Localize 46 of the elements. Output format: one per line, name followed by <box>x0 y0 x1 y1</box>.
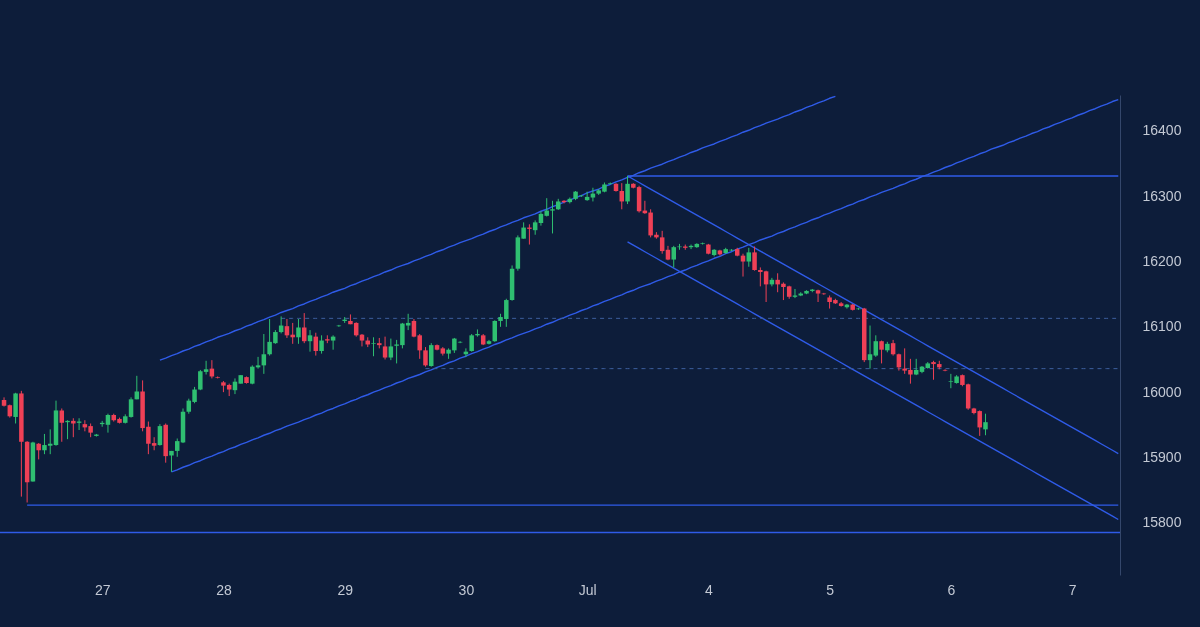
y-tick-label: 16100 <box>1142 318 1182 335</box>
candlestick <box>867 325 873 370</box>
candlestick <box>319 334 324 355</box>
candlestick <box>307 329 313 353</box>
candlestick <box>752 246 757 272</box>
x-tick-label: 6 <box>947 581 956 598</box>
candlestick <box>13 392 18 424</box>
candlestick <box>942 368 948 372</box>
candlestick <box>59 407 65 443</box>
y-tick-label: 16200 <box>1142 253 1182 270</box>
candlestick <box>105 413 111 434</box>
x-tick-label: 30 <box>458 581 475 598</box>
y-tick-label: 16300 <box>1142 187 1182 204</box>
x-tick-label: 7 <box>1068 581 1077 598</box>
candlestick <box>775 272 780 293</box>
y-tick-label: 15800 <box>1142 514 1182 531</box>
candlestick <box>429 342 434 368</box>
x-tick-label: 4 <box>704 581 713 598</box>
candlestick <box>873 334 879 358</box>
candlestick <box>423 346 428 368</box>
candlestick <box>382 336 388 360</box>
candlestick <box>671 245 676 268</box>
candlestick <box>659 230 665 255</box>
y-tick-label: 15900 <box>1142 448 1182 465</box>
x-tick-label: Jul <box>578 581 597 598</box>
candlestick <box>931 360 936 381</box>
x-tick-label: 29 <box>337 581 354 598</box>
candlestick <box>388 338 394 361</box>
candlestick <box>746 247 752 268</box>
candlestick <box>648 208 653 238</box>
candlestick <box>371 336 376 357</box>
x-tick-label: 28 <box>216 581 232 598</box>
x-tick-label: 27 <box>94 581 111 598</box>
candlestick <box>625 175 630 205</box>
candlestick <box>302 312 307 344</box>
candlestick <box>983 413 988 436</box>
x-tick-label: 5 <box>826 581 835 598</box>
candlestick <box>740 253 746 278</box>
candlestick <box>296 318 301 345</box>
candlestick <box>359 333 365 347</box>
y-tick-label: 16000 <box>1142 383 1182 400</box>
candlestick <box>815 289 821 303</box>
candlestick <box>174 438 180 458</box>
candlestick <box>792 288 798 299</box>
y-tick-label: 16400 <box>1142 122 1182 139</box>
candlestick <box>550 200 555 234</box>
